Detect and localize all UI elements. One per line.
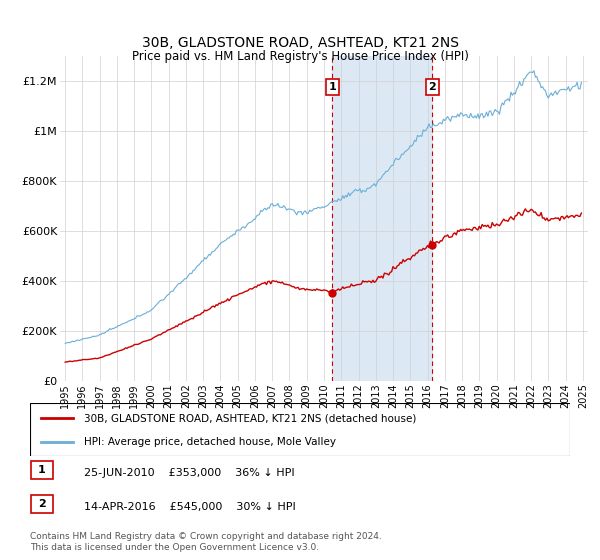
Text: 1: 1 [328, 82, 336, 92]
Text: 2: 2 [38, 499, 46, 508]
Text: 1: 1 [38, 465, 46, 475]
Text: Contains HM Land Registry data © Crown copyright and database right 2024.
This d: Contains HM Land Registry data © Crown c… [30, 532, 382, 552]
Text: 2: 2 [428, 82, 436, 92]
Text: 30B, GLADSTONE ROAD, ASHTEAD, KT21 2NS (detached house): 30B, GLADSTONE ROAD, ASHTEAD, KT21 2NS (… [84, 413, 416, 423]
Text: Price paid vs. HM Land Registry's House Price Index (HPI): Price paid vs. HM Land Registry's House … [131, 50, 469, 63]
Text: HPI: Average price, detached house, Mole Valley: HPI: Average price, detached house, Mole… [84, 436, 336, 446]
Text: 25-JUN-2010    £353,000    36% ↓ HPI: 25-JUN-2010 £353,000 36% ↓ HPI [84, 468, 295, 478]
Text: 14-APR-2016    £545,000    30% ↓ HPI: 14-APR-2016 £545,000 30% ↓ HPI [84, 502, 296, 512]
Bar [332, 56, 433, 381]
Text: 30B, GLADSTONE ROAD, ASHTEAD, KT21 2NS: 30B, GLADSTONE ROAD, ASHTEAD, KT21 2NS [142, 36, 458, 50]
